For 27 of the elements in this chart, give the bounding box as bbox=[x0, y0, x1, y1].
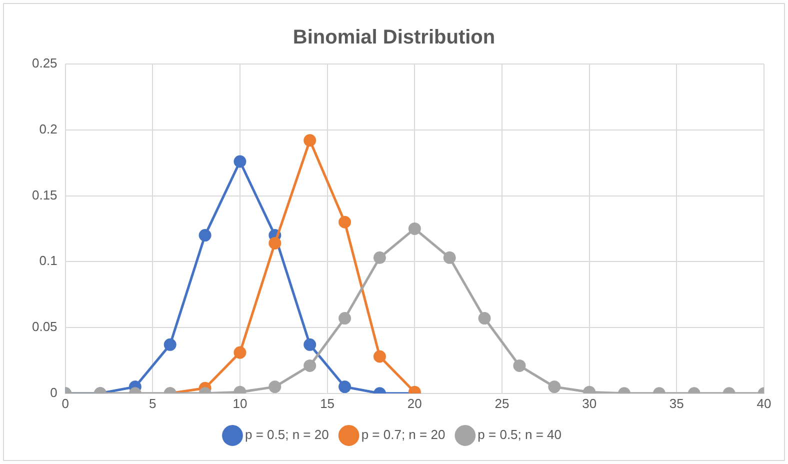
y-tick-label: 0.1 bbox=[39, 253, 58, 268]
x-tick-label: 5 bbox=[149, 396, 156, 411]
y-tick-label: 0.2 bbox=[39, 121, 58, 136]
legend-label: p = 0.7; n = 20 bbox=[361, 427, 446, 442]
legend-label: p = 0.5; n = 20 bbox=[244, 427, 329, 442]
point bbox=[198, 229, 212, 242]
x-tick-label: 0 bbox=[62, 396, 69, 411]
x-tick-label: 40 bbox=[756, 396, 772, 411]
x-tick-label: 30 bbox=[582, 396, 597, 411]
x-tick-label: 20 bbox=[407, 396, 422, 411]
x-tick-label: 35 bbox=[669, 396, 684, 411]
x-tick-label: 10 bbox=[232, 396, 248, 411]
point bbox=[268, 236, 282, 250]
x-tick-label: 15 bbox=[320, 396, 335, 411]
x-tick-label: 25 bbox=[494, 396, 510, 411]
point bbox=[443, 251, 456, 264]
point bbox=[373, 251, 386, 264]
y-tick-label: 0.15 bbox=[32, 187, 58, 202]
point bbox=[338, 216, 352, 228]
y-tick-label: 0.05 bbox=[32, 319, 58, 334]
point bbox=[304, 134, 316, 147]
y-tick-label: 0.25 bbox=[32, 56, 58, 71]
point bbox=[234, 155, 246, 168]
point bbox=[408, 222, 421, 235]
y-tick-label: 0 bbox=[50, 384, 58, 400]
chart-title: Binomial Distribution bbox=[292, 26, 496, 49]
legend-label: p = 0.5; n = 40 bbox=[478, 427, 562, 442]
